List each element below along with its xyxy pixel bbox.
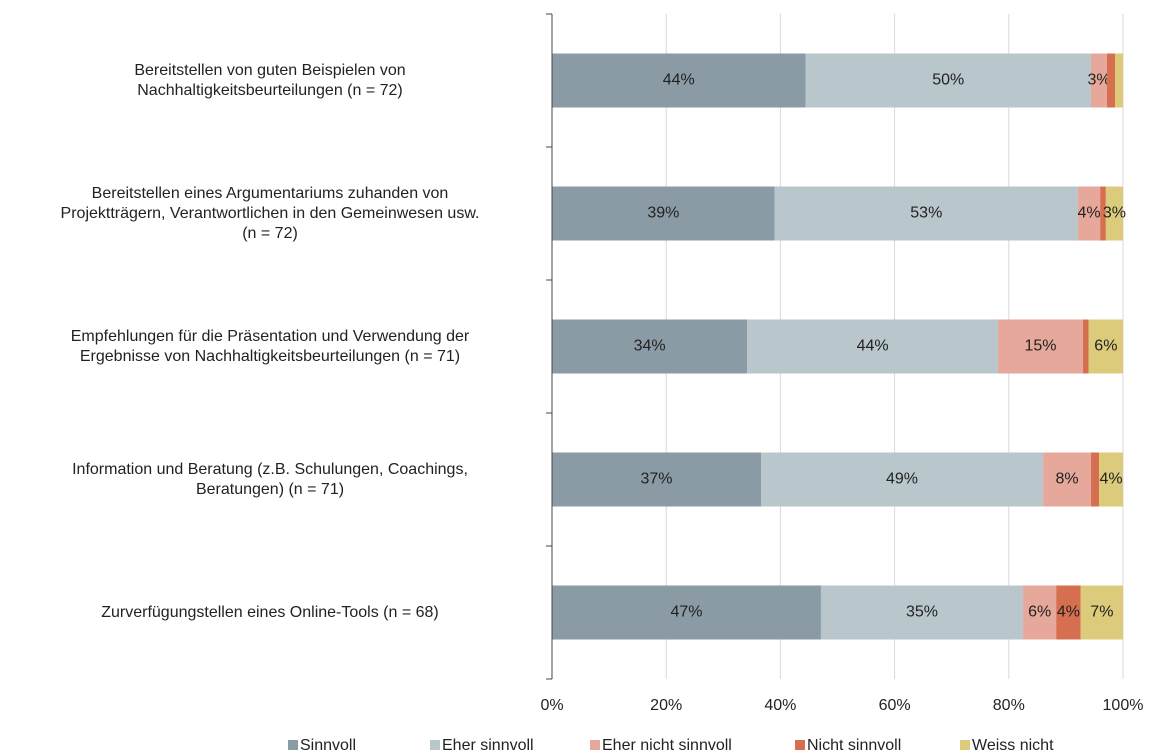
legend-label: Eher sinnvoll xyxy=(442,737,534,754)
legend-swatch xyxy=(960,740,970,750)
bar-segment xyxy=(1105,186,1123,241)
category-label: Zurverfügungstellen eines Online-Tools (… xyxy=(101,603,439,621)
bar-segment xyxy=(1023,585,1057,640)
bar-segment xyxy=(820,585,1024,640)
legend-label: Weiss nicht xyxy=(972,737,1054,754)
data-label: 4% xyxy=(1099,471,1122,488)
data-label: 6% xyxy=(1028,604,1051,621)
bar-segment xyxy=(1115,53,1123,108)
bar-segment xyxy=(1091,53,1108,108)
data-label: 7% xyxy=(1090,604,1113,621)
bar-segment xyxy=(747,319,998,374)
bar-segment xyxy=(805,53,1092,108)
bar-segment xyxy=(1099,452,1123,507)
data-label: 37% xyxy=(640,471,672,488)
data-label: 4% xyxy=(1077,205,1100,222)
bar-segment xyxy=(1091,452,1100,507)
category-label: Bereitstellen von guten Beispielen von N… xyxy=(134,61,406,99)
bar-segment xyxy=(1088,319,1123,374)
data-label: 53% xyxy=(910,205,942,222)
bar-segment xyxy=(1043,452,1092,507)
x-tick-label: 20% xyxy=(650,697,682,714)
data-label: 34% xyxy=(634,338,666,355)
data-label: 49% xyxy=(886,471,918,488)
data-label: 6% xyxy=(1094,338,1117,355)
data-label: 44% xyxy=(857,338,889,355)
data-label: 3% xyxy=(1087,72,1110,89)
x-tick-label: 100% xyxy=(1103,697,1144,714)
category-label: Empfehlungen für die Präsentation und Ve… xyxy=(70,327,470,365)
bar-segment xyxy=(1100,186,1106,241)
legend-swatch xyxy=(288,740,298,750)
data-label: 39% xyxy=(647,205,679,222)
category-label: Bereitstellen eines Argumentariums zuhan… xyxy=(60,184,480,242)
data-label: 15% xyxy=(1024,338,1056,355)
data-label: 35% xyxy=(906,604,938,621)
data-label: 8% xyxy=(1055,471,1078,488)
legend-label: Sinnvoll xyxy=(300,737,356,754)
bar-segment xyxy=(1107,53,1116,108)
data-label: 3% xyxy=(1103,205,1126,222)
bar-segment xyxy=(774,186,1078,241)
data-label: 4% xyxy=(1057,604,1080,621)
x-tick-label: 80% xyxy=(993,697,1025,714)
bar-segment xyxy=(1077,186,1101,241)
legend-label: Nicht sinnvoll xyxy=(807,737,901,754)
bar-segment xyxy=(1083,319,1089,374)
data-label: 50% xyxy=(932,72,964,89)
data-label: 47% xyxy=(670,604,702,621)
bar-segment xyxy=(552,53,806,108)
bar-segment xyxy=(552,585,821,640)
x-tick-label: 60% xyxy=(879,697,911,714)
x-tick-label: 0% xyxy=(540,697,563,714)
legend-swatch xyxy=(430,740,440,750)
data-label: 44% xyxy=(663,72,695,89)
bar-segment xyxy=(552,186,775,241)
bar-segment xyxy=(760,452,1044,507)
bar-segment xyxy=(1080,585,1123,640)
bar-segment xyxy=(997,319,1084,374)
x-tick-label: 40% xyxy=(764,697,796,714)
bar-segment xyxy=(552,319,748,374)
bar-segment xyxy=(552,452,761,507)
legend-swatch xyxy=(590,740,600,750)
bar-segment xyxy=(1056,585,1081,640)
legend-swatch xyxy=(795,740,805,750)
legend-label: Eher nicht sinnvoll xyxy=(602,737,732,754)
category-label: Information und Beratung (z.B. Schulunge… xyxy=(72,460,468,498)
